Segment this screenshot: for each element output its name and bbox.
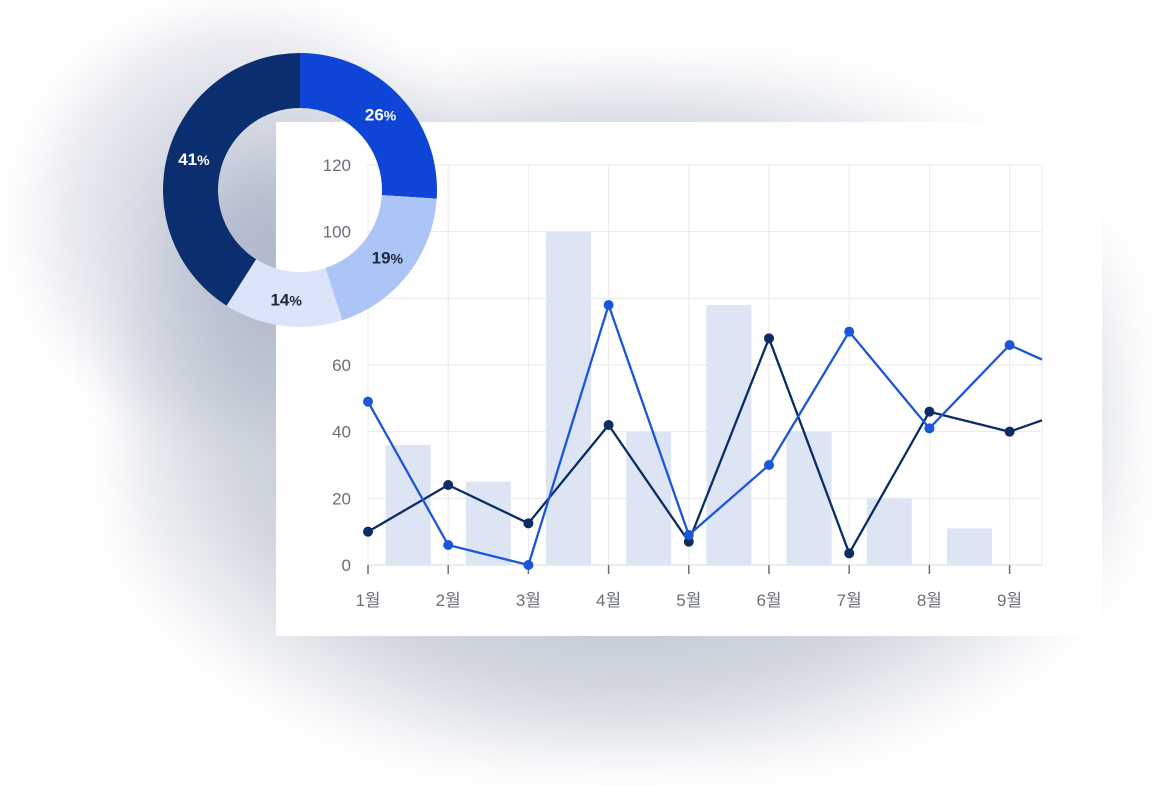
data-point (363, 396, 373, 407)
data-point (603, 420, 614, 430)
y-ticks: 0 20 40 60 100 120 (323, 156, 351, 575)
x-tick-label: 1월 (355, 591, 380, 610)
bar (546, 231, 591, 565)
y-tick-label: 100 (323, 223, 351, 242)
y-tick-label: 0 (342, 556, 351, 575)
bar (385, 445, 431, 565)
data-point (603, 300, 614, 310)
data-point (443, 480, 454, 490)
bar (626, 431, 672, 565)
data-point (844, 548, 855, 559)
y-tick-label: 120 (323, 156, 351, 175)
x-tick-label: 5월 (676, 591, 701, 610)
bar (786, 431, 832, 565)
y-tick-label: 60 (332, 356, 351, 375)
data-point (844, 326, 855, 337)
bars (385, 231, 992, 565)
pie-slice (226, 259, 343, 327)
x-tick-label: 6월 (756, 591, 781, 610)
data-point (764, 333, 774, 344)
x-tick-label: 9월 (997, 591, 1022, 610)
data-point (523, 518, 534, 529)
pie-label: 41% (178, 150, 210, 169)
bar (465, 481, 511, 565)
bar (947, 528, 992, 565)
pie-label: 14% (270, 291, 302, 310)
x-tick-label: 3월 (516, 591, 541, 610)
data-point (683, 530, 694, 540)
y-tick-label: 40 (332, 423, 351, 442)
data-point (924, 423, 935, 434)
data-point (1004, 340, 1015, 350)
data-point (1004, 426, 1015, 437)
pie-slice (163, 53, 300, 306)
data-point (764, 460, 774, 470)
lines (363, 300, 1043, 570)
pie-slice (325, 195, 437, 321)
x-ticks: 1월 2월 3월 4월 5월 6월 7월 8월 9월 (355, 565, 1022, 610)
data-point (363, 526, 373, 537)
x-tick-label: 7월 (837, 591, 862, 610)
pie-slice (300, 53, 438, 199)
donut-chart: 26% 19% 14% 41% (163, 53, 438, 327)
pie-label: 26% (365, 105, 397, 124)
series-line (366, 303, 1043, 567)
x-tick-label: 2월 (436, 591, 461, 610)
x-tick-label: 4월 (596, 591, 621, 610)
data-point (443, 540, 454, 550)
series-line (367, 337, 1043, 555)
pie-label: 19% (372, 249, 404, 268)
y-tick-label: 20 (332, 489, 351, 508)
bar (706, 305, 752, 565)
data-point (924, 406, 935, 417)
x-tick-label: 8월 (917, 591, 942, 610)
data-point (523, 560, 534, 570)
